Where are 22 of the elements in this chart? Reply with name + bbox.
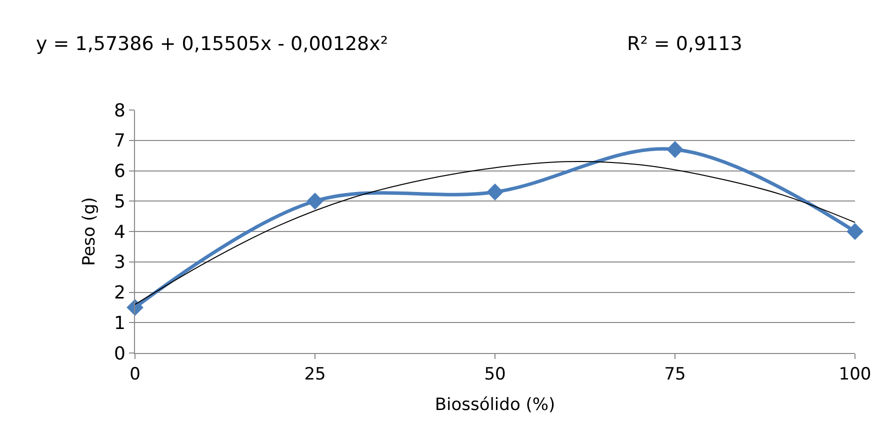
y-tick-label: 2 bbox=[114, 282, 126, 304]
point bbox=[846, 223, 864, 240]
y-tick-label: 0 bbox=[114, 343, 126, 364]
x-axis-title: Biossólido (%) bbox=[434, 394, 556, 415]
text: y = 1,57386 + 0,15505x - 0,00128x² bbox=[36, 33, 388, 55]
point bbox=[306, 192, 324, 210]
x-tick-label: 25 bbox=[304, 364, 326, 384]
text: R² = 0,9113 bbox=[627, 33, 742, 55]
x-tick-label: 0 bbox=[130, 364, 140, 384]
x-tick-label: 50 bbox=[484, 364, 506, 384]
y-tick-label: 1 bbox=[114, 312, 126, 334]
point bbox=[486, 184, 504, 200]
y-axis-title: Peso (g) bbox=[79, 197, 100, 266]
y-tick-label: 8 bbox=[114, 100, 126, 122]
y-tick-label: 3 bbox=[114, 252, 126, 274]
x-tick-label: 75 bbox=[664, 364, 686, 384]
y-tick-label: 4 bbox=[114, 222, 126, 243]
y-tick-label: 7 bbox=[114, 130, 126, 152]
point bbox=[666, 141, 684, 158]
x-tick-label: 100 bbox=[838, 364, 872, 384]
y-tick-label: 5 bbox=[114, 191, 126, 212]
y-tick-label: 6 bbox=[114, 161, 126, 182]
